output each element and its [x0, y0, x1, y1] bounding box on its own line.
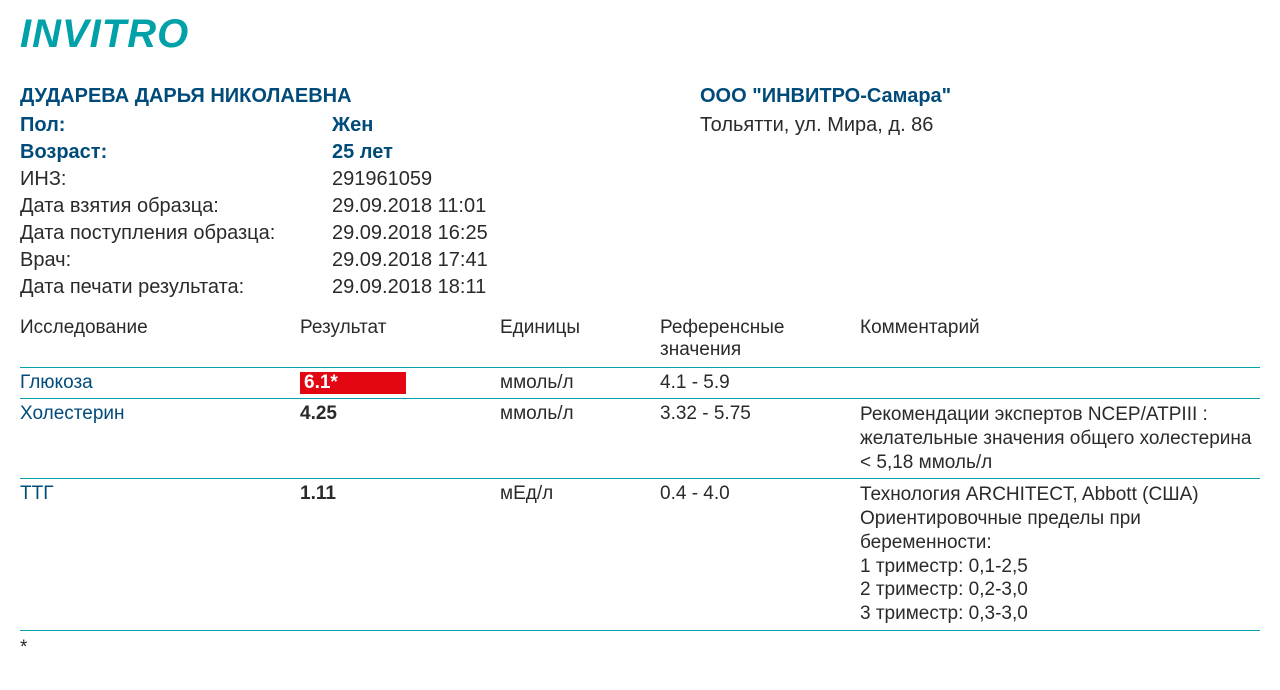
- col-comment: Комментарий: [860, 313, 1260, 368]
- col-result: Результат: [300, 313, 500, 368]
- col-units: Единицы: [500, 313, 660, 368]
- sex-label: Пол:: [20, 114, 332, 137]
- sample-date-value: 29.09.2018 11:01: [332, 195, 660, 218]
- age-value: 25 лет: [332, 141, 660, 164]
- units-cell: ммоль/л: [500, 399, 660, 479]
- results-header-row: Исследование Результат Единицы Референсн…: [20, 313, 1260, 368]
- units-cell: мЕд/л: [500, 479, 660, 631]
- abnormal-flag: 6.1*: [300, 372, 406, 394]
- table-row: ТТГ1.11мЕд/л0.4 - 4.0Технология ARCHITEC…: [20, 479, 1260, 631]
- org-address: Тольятти, ул. Мира, д. 86: [700, 114, 1260, 137]
- result-cell: 1.11: [300, 479, 500, 631]
- patient-name: ДУДАРЕВА ДАРЬЯ НИКОЛАЕВНА: [20, 85, 660, 108]
- patient-info-block: ДУДАРЕВА ДАРЬЯ НИКОЛАЕВНА Пол: Жен Возра…: [20, 85, 660, 299]
- header-section: ДУДАРЕВА ДАРЬЯ НИКОЛАЕВНА Пол: Жен Возра…: [20, 85, 1260, 299]
- table-row: Глюкоза6.1* ммоль/л4.1 - 5.9: [20, 368, 1260, 399]
- reference-cell: 4.1 - 5.9: [660, 368, 860, 399]
- reference-cell: 3.32 - 5.75: [660, 399, 860, 479]
- print-date-label: Дата печати результата:: [20, 276, 332, 299]
- received-date-label: Дата поступления образца:: [20, 222, 332, 245]
- comment-cell: Рекомендации экспертов NCEP/ATPIII : жел…: [860, 399, 1260, 479]
- col-test: Исследование: [20, 313, 300, 368]
- patient-info-grid: Пол: Жен Возраст: 25 лет ИНЗ: 291961059 …: [20, 114, 660, 299]
- sample-date-label: Дата взятия образца:: [20, 195, 332, 218]
- result-cell: 6.1*: [300, 368, 500, 399]
- reference-cell: 0.4 - 4.0: [660, 479, 860, 631]
- results-table: Исследование Результат Единицы Референсн…: [20, 313, 1260, 631]
- units-cell: ммоль/л: [500, 368, 660, 399]
- received-date-value: 29.09.2018 16:25: [332, 222, 660, 245]
- inz-value: 291961059: [332, 168, 660, 191]
- col-ref: Референсные значения: [660, 313, 860, 368]
- result-cell: 4.25: [300, 399, 500, 479]
- test-name-cell: ТТГ: [20, 479, 300, 631]
- test-name-cell: Холестерин: [20, 399, 300, 479]
- age-label: Возраст:: [20, 141, 332, 164]
- brand-logo: INVITRO: [20, 12, 1260, 57]
- org-name: ООО "ИНВИТРО-Самара": [700, 85, 1260, 108]
- comment-cell: [860, 368, 1260, 399]
- comment-cell: Технология ARCHITECT, Abbott (США) Ориен…: [860, 479, 1260, 631]
- test-name-cell: Глюкоза: [20, 368, 300, 399]
- doctor-label: Врач:: [20, 249, 332, 272]
- footnote: *: [20, 637, 1260, 659]
- print-date-value: 29.09.2018 18:11: [332, 276, 660, 299]
- org-info-block: ООО "ИНВИТРО-Самара" Тольятти, ул. Мира,…: [700, 85, 1260, 137]
- sex-value: Жен: [332, 114, 660, 137]
- table-row: Холестерин4.25ммоль/л3.32 - 5.75Рекоменд…: [20, 399, 1260, 479]
- doctor-value: 29.09.2018 17:41: [332, 249, 660, 272]
- inz-label: ИНЗ:: [20, 168, 332, 191]
